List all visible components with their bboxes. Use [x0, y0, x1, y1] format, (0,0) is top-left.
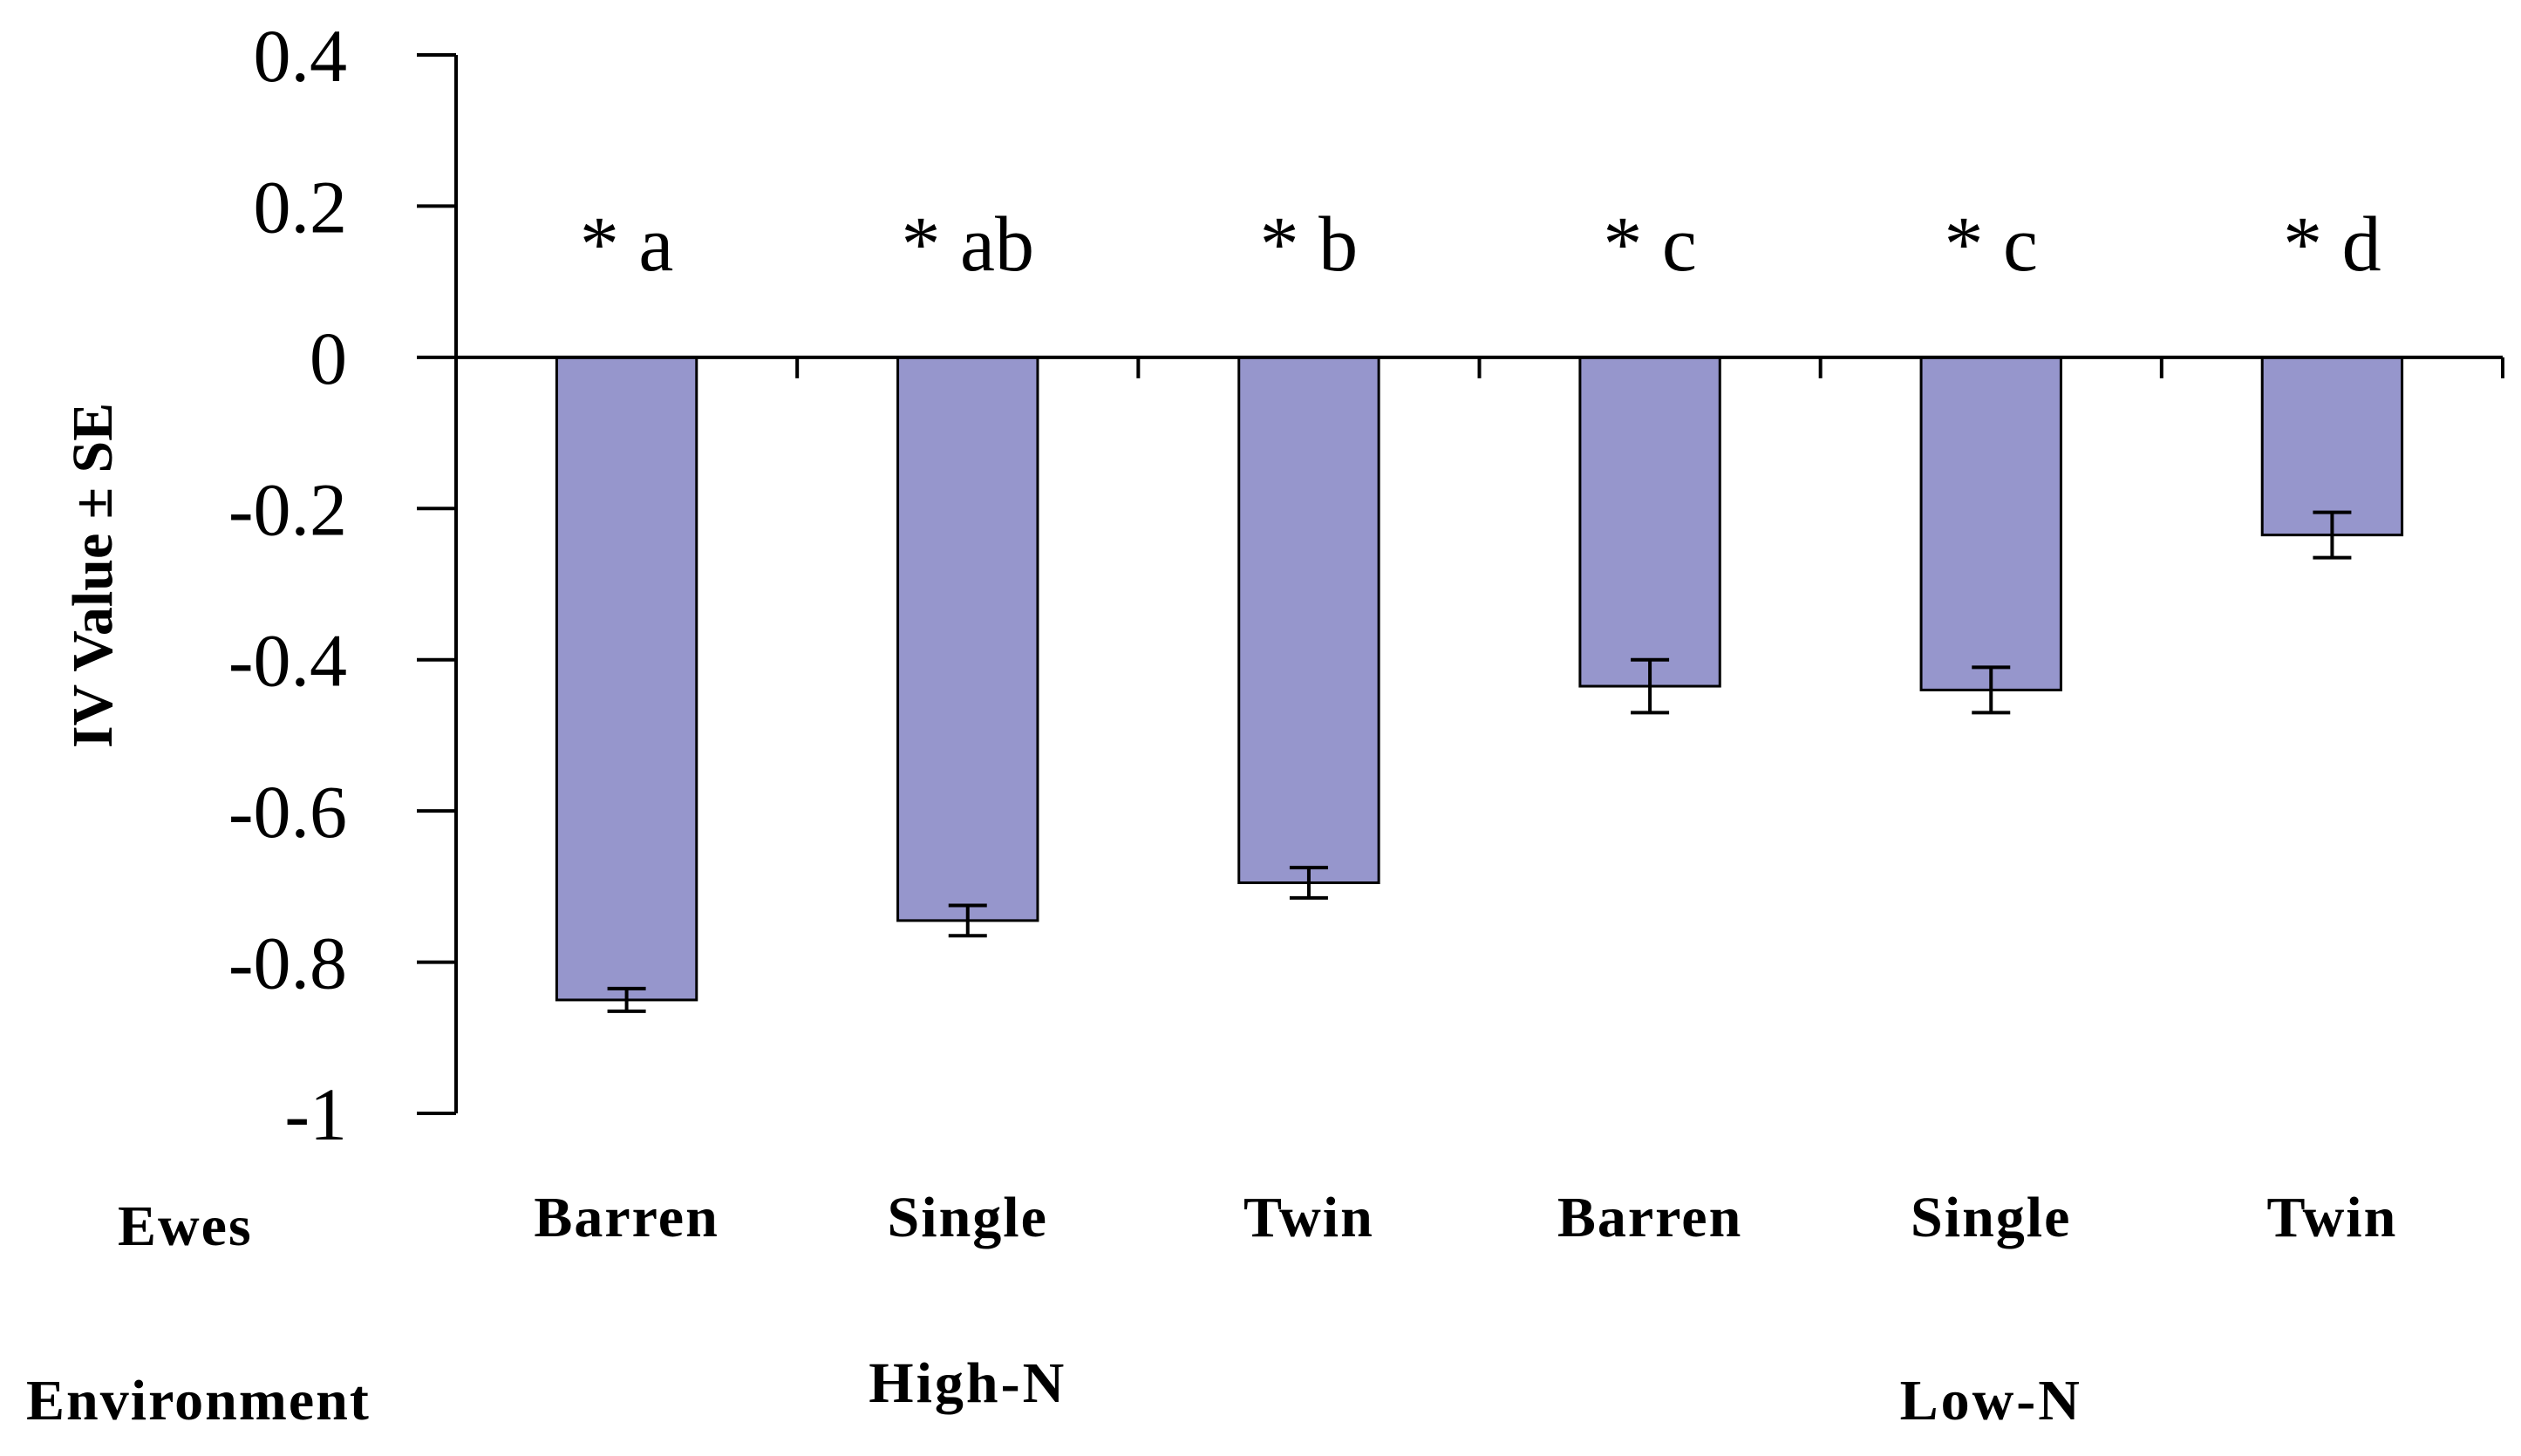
annotation-4: * c — [1945, 201, 2038, 288]
axis-layer — [454, 55, 2503, 1113]
environment-row-label: Environment — [26, 1369, 371, 1432]
bar-0 — [555, 356, 698, 1002]
y-tick-label-3: -0.2 — [228, 467, 347, 551]
category-label-5: Twin — [2266, 1186, 2397, 1249]
y-tick-label-2: 0 — [310, 316, 347, 400]
group-label-1: Low-N — [1900, 1369, 2082, 1432]
bar-3 — [1578, 356, 1721, 688]
group-label-0: High-N — [869, 1351, 1066, 1415]
y-tick-label-5: -0.6 — [228, 770, 347, 854]
category-label-3: Barren — [1557, 1186, 1742, 1249]
category-label-4: Single — [1911, 1186, 2071, 1249]
error-bar-4 — [1972, 665, 2011, 715]
category-label-2: Twin — [1243, 1186, 1374, 1249]
bar-1 — [896, 356, 1039, 922]
category-label-1: Single — [888, 1186, 1048, 1249]
bars-layer — [555, 356, 2404, 1002]
group-labels-layer: High-N Low-N — [869, 1351, 2082, 1432]
error-bar-5 — [2313, 510, 2352, 560]
annotations-layer: * a * ab * b * c * c * d — [580, 201, 2381, 288]
error-bar-0 — [607, 986, 646, 1013]
x-ticks-layer — [795, 357, 2504, 378]
annotation-2: * b — [1260, 201, 1359, 288]
y-tick-label-0: 0.4 — [254, 14, 348, 98]
annotation-0: * a — [580, 201, 673, 288]
annotation-3: * c — [1603, 201, 1696, 288]
error-bar-1 — [948, 903, 987, 938]
y-axis-title: IV Value ± SE — [61, 403, 125, 748]
annotation-1: * ab — [902, 201, 1034, 288]
category-labels-layer: Barren Single Twin Barren Single Twin — [534, 1186, 2397, 1249]
y-tick-label-4: -0.4 — [228, 619, 347, 703]
bar-5 — [2260, 356, 2404, 537]
annotation-5: * d — [2283, 201, 2381, 288]
y-tick-label-1: 0.2 — [254, 165, 348, 248]
category-label-0: Barren — [534, 1186, 719, 1249]
error-bar-2 — [1289, 866, 1328, 900]
ewes-row-label: Ewes — [118, 1194, 253, 1258]
error-bars-layer — [607, 510, 2352, 1013]
bar-2 — [1237, 356, 1380, 885]
y-tick-label-7: -1 — [284, 1072, 347, 1156]
y-tick-label-6: -0.8 — [228, 922, 347, 1005]
y-ticks-layer: 0.4 0.2 0 -0.2 -0.4 -0.6 -0.8 -1 — [228, 14, 456, 1156]
error-bar-3 — [1631, 657, 1670, 715]
bar-4 — [1919, 356, 2062, 691]
